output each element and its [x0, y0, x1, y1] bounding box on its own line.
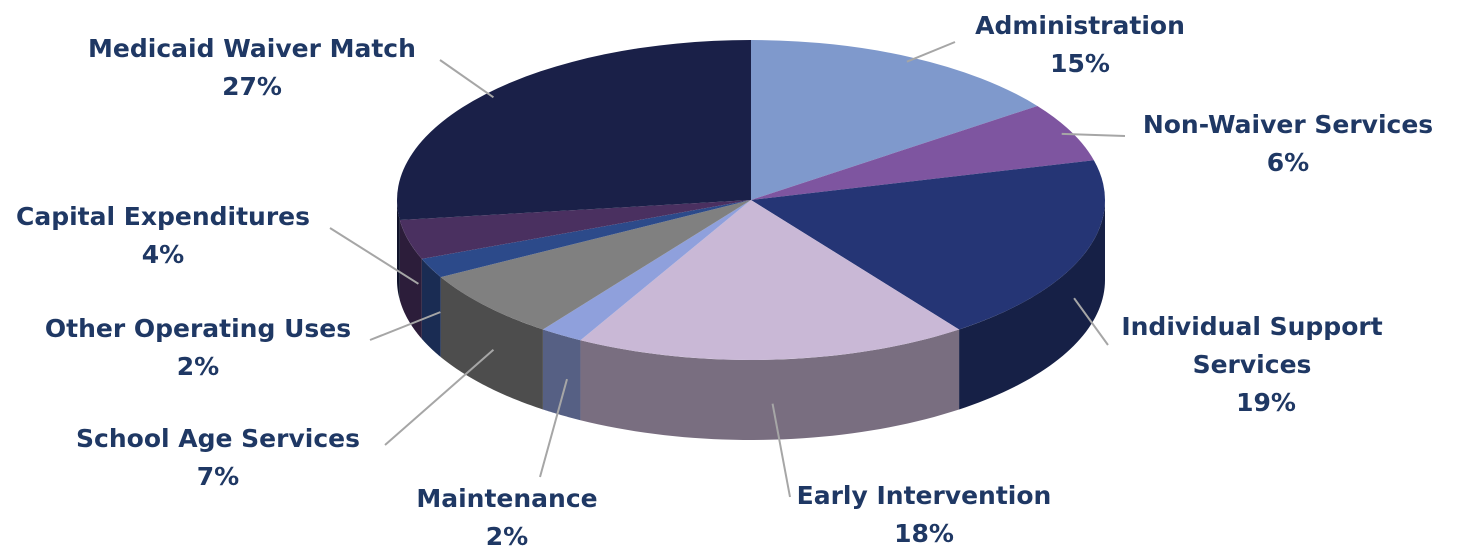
leader-line: [771, 403, 791, 498]
category-label: Other Operating Uses: [45, 314, 351, 343]
value-label: 19%: [1236, 388, 1296, 417]
slice-side: [440, 277, 543, 410]
slice: [751, 160, 1105, 330]
slice: [542, 200, 751, 341]
leader-line: [1061, 132, 1126, 137]
category-label: Early Intervention: [797, 481, 1052, 510]
slice-side: [959, 200, 1105, 410]
value-label: 27%: [222, 72, 282, 101]
leader-line: [906, 41, 956, 63]
label-line: Services: [1193, 350, 1312, 379]
leader-line: [439, 59, 494, 99]
leader-line: [539, 378, 568, 478]
category-label: Medicaid Waiver Match: [88, 34, 416, 63]
label-line: Maintenance: [416, 484, 597, 513]
slice: [580, 200, 960, 360]
slice: [751, 40, 1038, 200]
category-label: Capital Expenditures: [16, 202, 310, 231]
category-label: Maintenance: [416, 484, 597, 513]
leader-line: [329, 227, 419, 285]
label-line: School Age Services: [76, 424, 360, 453]
slice: [396, 40, 751, 221]
value-label: 18%: [894, 519, 954, 548]
slice: [399, 200, 751, 259]
slice: [440, 200, 751, 330]
slice-side: [542, 329, 581, 421]
label-line: Capital Expenditures: [16, 202, 310, 231]
leader-line: [384, 349, 495, 446]
label-line: Medicaid Waiver Match: [88, 34, 416, 63]
slice: [751, 105, 1094, 200]
category-label: School Age Services: [76, 424, 360, 453]
category-label: Individual Support Services: [1121, 312, 1382, 379]
label-line: Other Operating Uses: [45, 314, 351, 343]
value-label: 2%: [177, 352, 219, 381]
slice-side: [580, 329, 960, 440]
slice-side: [397, 200, 400, 301]
category-label: Non-Waiver Services: [1143, 110, 1433, 139]
leader-line: [1073, 297, 1109, 346]
slice: [421, 200, 751, 278]
value-label: 15%: [1050, 49, 1110, 78]
value-label: 4%: [142, 240, 184, 269]
value-label: 7%: [197, 462, 239, 491]
slice-side: [421, 258, 441, 358]
label-line: Individual Support: [1121, 312, 1382, 341]
leader-line: [369, 311, 441, 341]
label-line: Non-Waiver Services: [1143, 110, 1433, 139]
value-label: 2%: [486, 522, 528, 551]
label-line: Administration: [975, 11, 1185, 40]
label-line: Early Intervention: [797, 481, 1052, 510]
category-label: Administration: [975, 11, 1185, 40]
value-label: 6%: [1267, 148, 1309, 177]
